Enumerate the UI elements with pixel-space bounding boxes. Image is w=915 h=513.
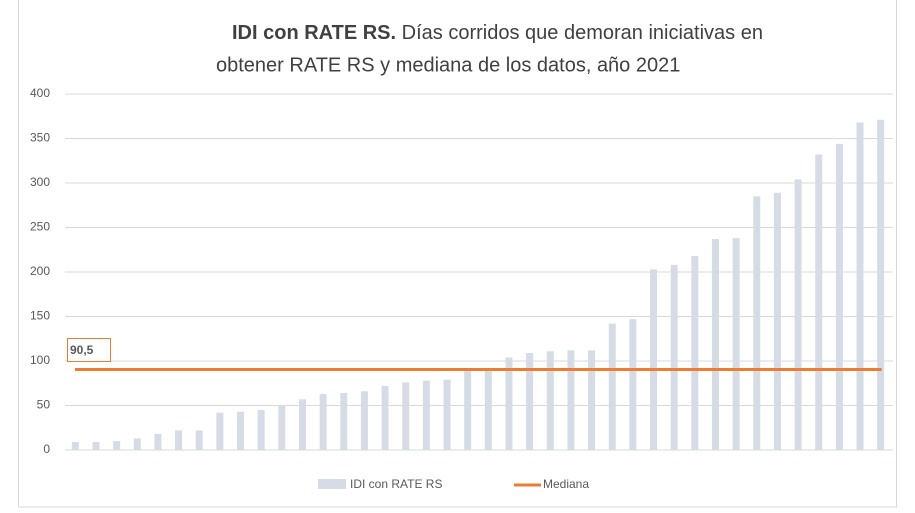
bar [319, 393, 327, 450]
median-label: 90,5 [70, 343, 94, 357]
y-tick-label: 150 [30, 309, 50, 323]
y-tick-label: 350 [30, 131, 50, 145]
bar [629, 319, 637, 450]
bar [422, 380, 430, 450]
bar [257, 409, 265, 450]
bar [773, 192, 781, 451]
bar [691, 255, 699, 450]
bar [298, 399, 306, 450]
bar [650, 269, 658, 450]
title-bold: IDI con RATE RS. [232, 22, 396, 44]
bar [340, 393, 348, 450]
bar [71, 441, 79, 450]
bar [443, 379, 451, 450]
bar [670, 264, 678, 450]
bar [608, 323, 616, 450]
bar [175, 430, 183, 450]
bar [464, 369, 472, 450]
bar [216, 412, 224, 450]
y-tick-label: 100 [30, 353, 50, 367]
bar [526, 352, 534, 450]
bar [794, 179, 802, 450]
bar [278, 405, 286, 450]
bar [753, 196, 761, 450]
bar [877, 119, 885, 450]
chart-title-line2: obtener RATE RS y mediana de los datos, … [216, 54, 680, 76]
bar [505, 357, 513, 450]
y-tick-label: 50 [37, 398, 51, 412]
bar [113, 441, 121, 450]
median-label-box [67, 338, 111, 362]
y-tick-label: 250 [30, 220, 50, 234]
chart-title-line1: IDI con RATE RS. Días corridos que demor… [232, 22, 763, 44]
bar [732, 238, 740, 450]
bar [588, 350, 596, 450]
bar [92, 441, 100, 450]
legend-label: Mediana [543, 477, 589, 491]
y-tick-label: 200 [30, 264, 50, 278]
bar [402, 382, 410, 450]
y-tick-label: 300 [30, 175, 50, 189]
chart-frame [18, 0, 897, 508]
y-tick-label: 400 [30, 86, 50, 100]
bar [381, 385, 389, 450]
title-text: Días corridos que demoran iniciativas en [402, 22, 763, 44]
bar [154, 433, 162, 450]
bar [567, 350, 575, 450]
bar [484, 369, 492, 450]
legend-swatch [318, 479, 346, 489]
bar [711, 239, 719, 450]
y-tick-label: 0 [43, 442, 50, 456]
bar [237, 411, 245, 450]
bar [360, 391, 368, 450]
bar [856, 122, 864, 450]
bar [835, 143, 843, 450]
bar [133, 438, 141, 450]
bar [195, 430, 203, 450]
legend-label: IDI con RATE RS [350, 477, 442, 491]
bar [546, 351, 554, 450]
bar [815, 154, 823, 450]
